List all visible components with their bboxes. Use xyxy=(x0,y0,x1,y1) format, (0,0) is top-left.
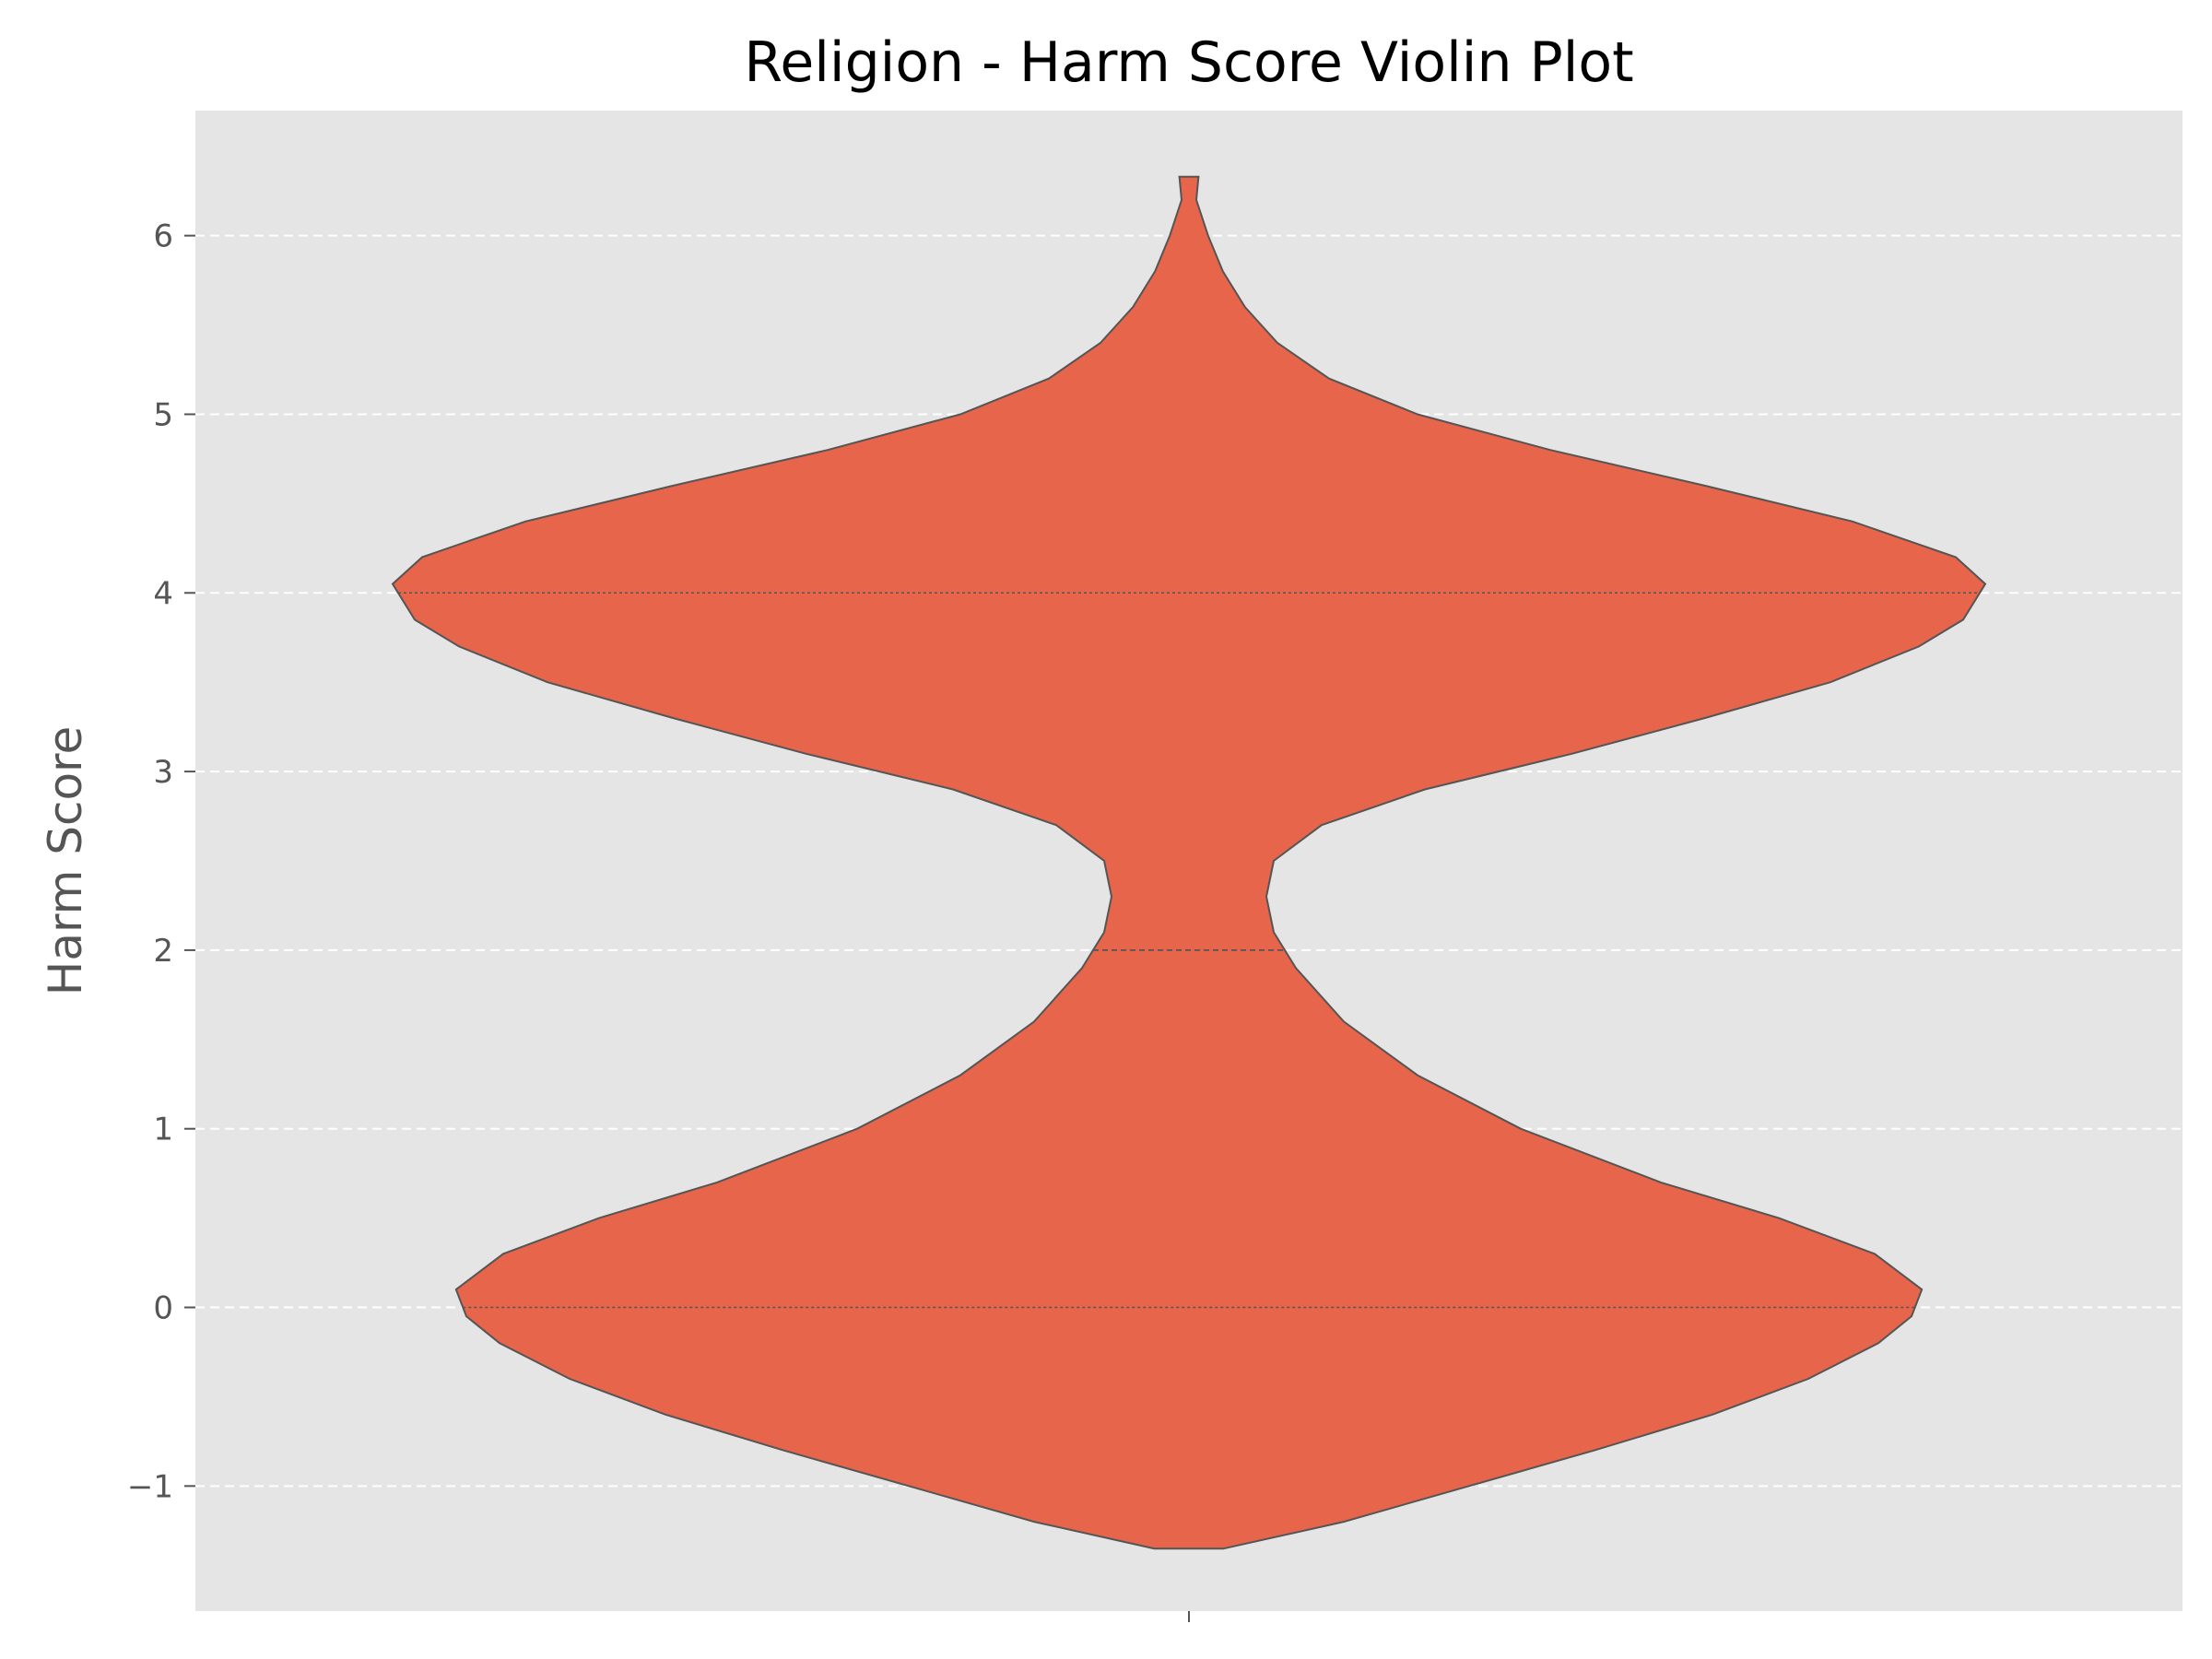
y-tick-label: 0 xyxy=(153,1290,173,1327)
y-tick-label: 1 xyxy=(153,1112,173,1148)
violin-body xyxy=(391,175,1987,1550)
y-tick-label: 5 xyxy=(153,396,173,433)
violin-series xyxy=(391,175,1987,1550)
chart-title: Religion - Harm Score Violin Plot xyxy=(744,30,1633,95)
y-tick-label: −1 xyxy=(127,1468,173,1505)
y-tick-label: 4 xyxy=(153,575,173,612)
y-axis-label: Harm Score xyxy=(39,726,92,996)
y-tick-label: 6 xyxy=(153,218,173,255)
y-tick-label: 2 xyxy=(153,933,173,970)
y-tick-label: 3 xyxy=(153,754,173,791)
y-axis: −1 0 1 2 3 4 5 6 xyxy=(127,218,195,1505)
